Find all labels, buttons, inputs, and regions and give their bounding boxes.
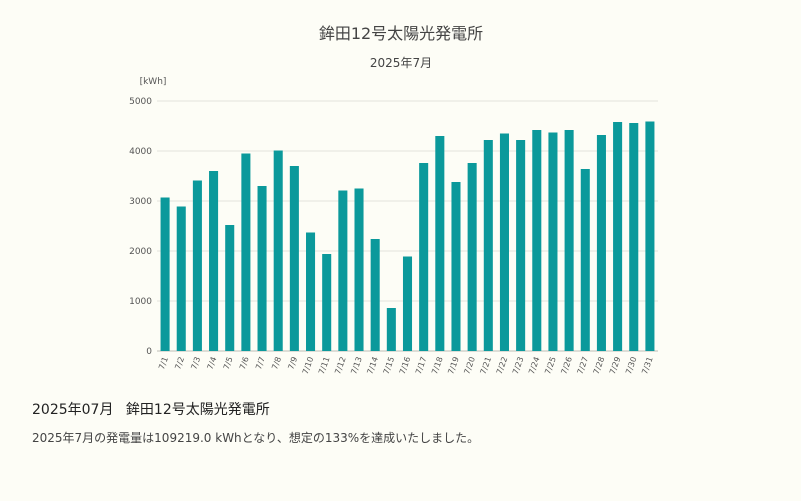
bar — [386, 308, 396, 351]
bar-chart: 鉾田12号太陽光発電所 2025年7月 [kWh] 0 1000 2000 3000 4000… — [129, 24, 658, 376]
bar — [564, 130, 574, 351]
bar — [306, 232, 316, 351]
x-tick-label: 7/26 — [559, 356, 574, 376]
x-tick-label: 7/27 — [576, 356, 591, 376]
bar — [645, 121, 655, 351]
y-tick-label: 0 — [146, 347, 152, 357]
bar — [548, 132, 558, 351]
y-tick-label: 3000 — [129, 197, 152, 207]
bar — [370, 239, 380, 351]
x-tick-label: 7/3 — [189, 356, 202, 371]
bar — [160, 197, 170, 351]
summary-text: 2025年7月の発電量は109219.0 kWhとなり、想定の133%を達成いた… — [32, 431, 480, 445]
bar — [483, 140, 493, 351]
chart-container: 鉾田12号太陽光発電所 2025年7月 [kWh] 0 1000 2000 3000 4000… — [129, 24, 658, 376]
x-tick-label: 7/25 — [543, 356, 558, 376]
summary-heading: 2025年07月 鉾田12号太陽光発電所 — [32, 399, 278, 419]
bar — [354, 188, 364, 351]
bar — [289, 166, 299, 351]
bar — [209, 171, 219, 351]
y-tick-label: 4000 — [129, 147, 152, 157]
bar — [629, 123, 639, 351]
bar — [419, 163, 429, 351]
y-tick-label: 1000 — [129, 297, 152, 307]
x-tick-label: 7/14 — [365, 356, 380, 376]
bar — [580, 169, 590, 351]
x-tick-label: 7/30 — [624, 356, 639, 376]
x-tick-label: 7/6 — [238, 356, 251, 371]
x-tick-label: 7/7 — [254, 356, 267, 371]
x-tick-label: 7/12 — [333, 356, 348, 376]
x-tick-label: 7/13 — [349, 356, 364, 376]
bar — [338, 190, 348, 351]
x-tick-label: 7/23 — [511, 356, 526, 376]
y-tick-label: 5000 — [129, 97, 152, 107]
x-tick-label: 7/4 — [206, 356, 219, 371]
x-tick-label: 7/15 — [382, 356, 397, 376]
x-tick-label: 7/10 — [301, 356, 316, 376]
x-tick-label: 7/16 — [398, 356, 413, 376]
y-tick-label: 2000 — [129, 247, 152, 257]
x-tick-label: 7/18 — [430, 356, 445, 376]
bar — [435, 136, 445, 351]
x-tick-label: 7/20 — [462, 356, 477, 376]
bar — [613, 122, 623, 351]
chart-subtitle: 2025年7月 — [370, 56, 432, 70]
bar — [176, 206, 186, 351]
summary-station: 鉾田12号太陽光発電所 — [125, 402, 270, 418]
x-tick-label: 7/8 — [270, 356, 283, 371]
x-tick-label: 7/2 — [173, 356, 186, 371]
summary-period: 2025年07月 — [32, 402, 114, 418]
chart-title: 鉾田12号太陽光発電所 — [319, 24, 483, 43]
y-axis-label: [kWh] — [140, 77, 167, 87]
bar — [241, 153, 251, 351]
x-tick-label: 7/11 — [317, 356, 332, 376]
x-tick-label: 7/28 — [592, 356, 607, 376]
bar — [225, 225, 235, 351]
x-tick-label: 7/29 — [608, 356, 623, 376]
x-tick-label: 7/21 — [479, 356, 494, 376]
x-tick-label: 7/19 — [446, 356, 461, 376]
x-tick-label: 7/1 — [157, 356, 170, 371]
bar — [192, 180, 202, 351]
x-tick-label: 7/24 — [527, 356, 542, 376]
bar — [273, 150, 283, 351]
bar — [499, 133, 509, 351]
x-tick-label: 7/9 — [286, 356, 299, 371]
x-tick-label: 7/31 — [640, 356, 655, 376]
x-tick-label: 7/5 — [222, 356, 235, 371]
bar — [322, 254, 332, 351]
bar — [596, 135, 606, 351]
x-tick-label: 7/22 — [495, 356, 510, 376]
bar — [532, 130, 542, 351]
bar — [467, 163, 477, 351]
x-tick-label: 7/17 — [414, 356, 429, 376]
bar — [516, 140, 526, 351]
bar — [402, 256, 413, 351]
bar — [257, 186, 267, 351]
bar — [451, 182, 461, 351]
